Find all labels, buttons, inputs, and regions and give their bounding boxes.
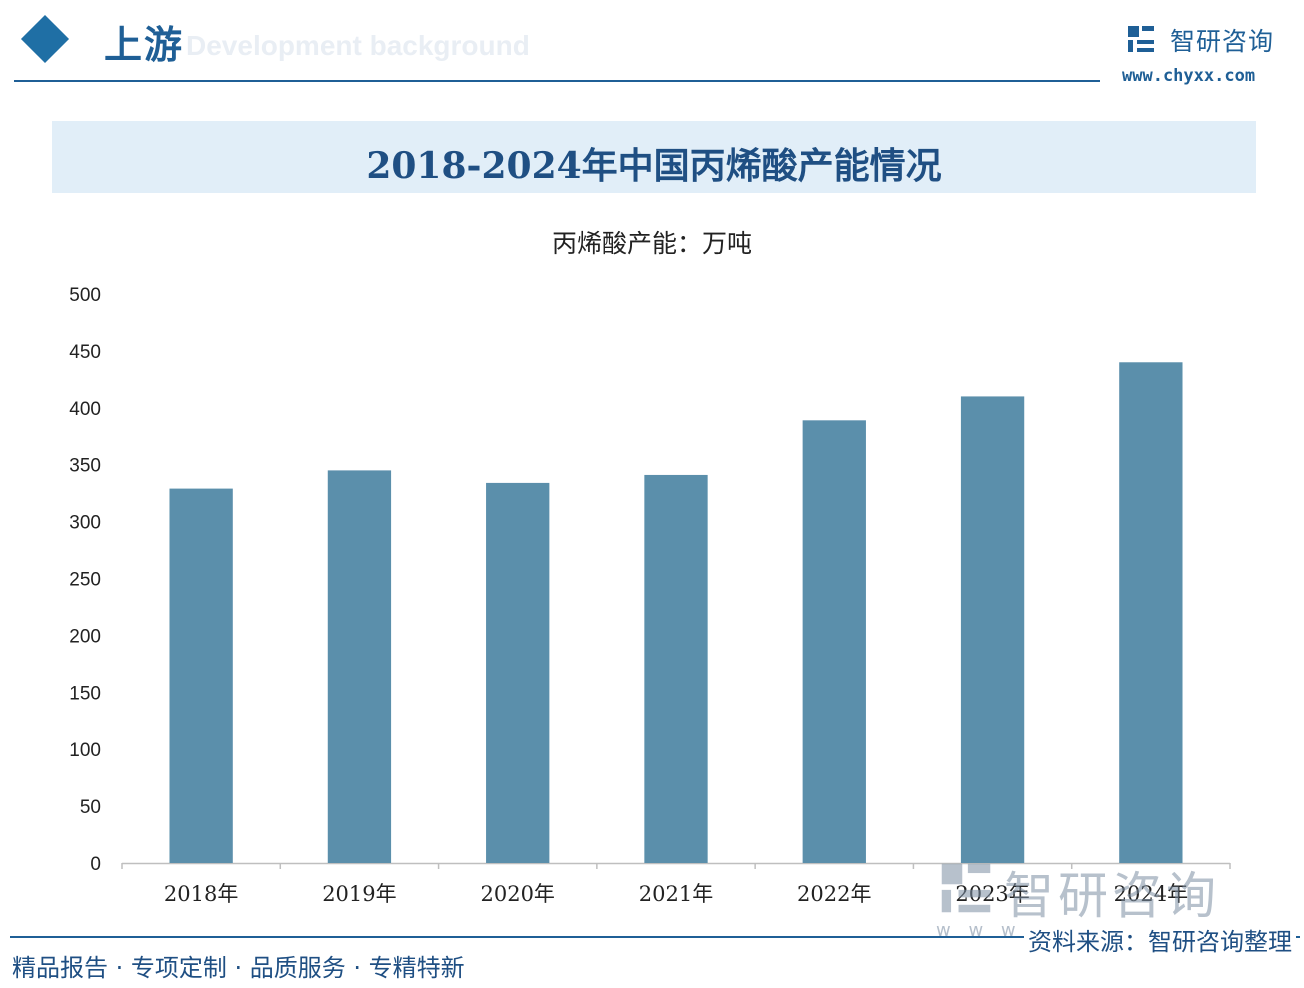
y-tick-label: 350 (69, 456, 101, 477)
section-title: 上游 (104, 22, 185, 67)
chart-title-banner: 2018-2024年中国丙烯酸产能情况 (52, 121, 1256, 193)
x-tick-label: 2024年 (1114, 882, 1188, 906)
y-tick-label: 400 (69, 399, 101, 420)
x-tick-label: 2022年 (797, 882, 871, 906)
bar (486, 482, 550, 863)
bar (1119, 362, 1183, 863)
series-label: 丙烯酸产能：万吨 (552, 229, 752, 258)
footer-tags: 精品报告 · 专项定制 · 品质服务 · 专精特新 (12, 954, 465, 982)
y-tick-label: 200 (69, 626, 101, 647)
chart-title: 2018-2024年中国丙烯酸产能情况 (366, 145, 942, 187)
bar (169, 488, 233, 863)
y-tick-label: 50 (80, 797, 101, 818)
x-tick-label: 2019年 (322, 882, 396, 906)
y-tick-label: 300 (69, 513, 101, 534)
y-tick-label: 150 (69, 683, 101, 704)
brand-url: www.chyxx.com (1122, 66, 1256, 86)
watermark-fade: w w w (936, 920, 1022, 941)
x-tick-label: 2021年 (639, 882, 713, 906)
chyxx-logo-icon (1128, 26, 1154, 52)
brand-name: 智研咨询 (1170, 27, 1275, 56)
source-note: 资料来源：智研咨询整理 (1024, 922, 1296, 957)
x-tick-label: 2018年 (164, 882, 238, 906)
footer-divider (10, 936, 1300, 938)
y-tick-label: 100 (69, 740, 101, 761)
bar (327, 470, 392, 863)
header-divider (14, 80, 1100, 82)
section-subtitle: Development background (186, 30, 530, 61)
y-tick-label: 500 (69, 285, 101, 306)
y-tick-label: 0 (90, 854, 101, 875)
y-tick-label: 450 (69, 342, 101, 363)
watermark-logo-icon (941, 863, 991, 913)
x-tick-label: 2020年 (480, 882, 554, 906)
bar (802, 420, 866, 863)
watermark-text: 智研咨询 (1004, 867, 1220, 925)
y-tick-label: 250 (69, 570, 101, 591)
bar (960, 396, 1025, 863)
bar (644, 474, 708, 863)
